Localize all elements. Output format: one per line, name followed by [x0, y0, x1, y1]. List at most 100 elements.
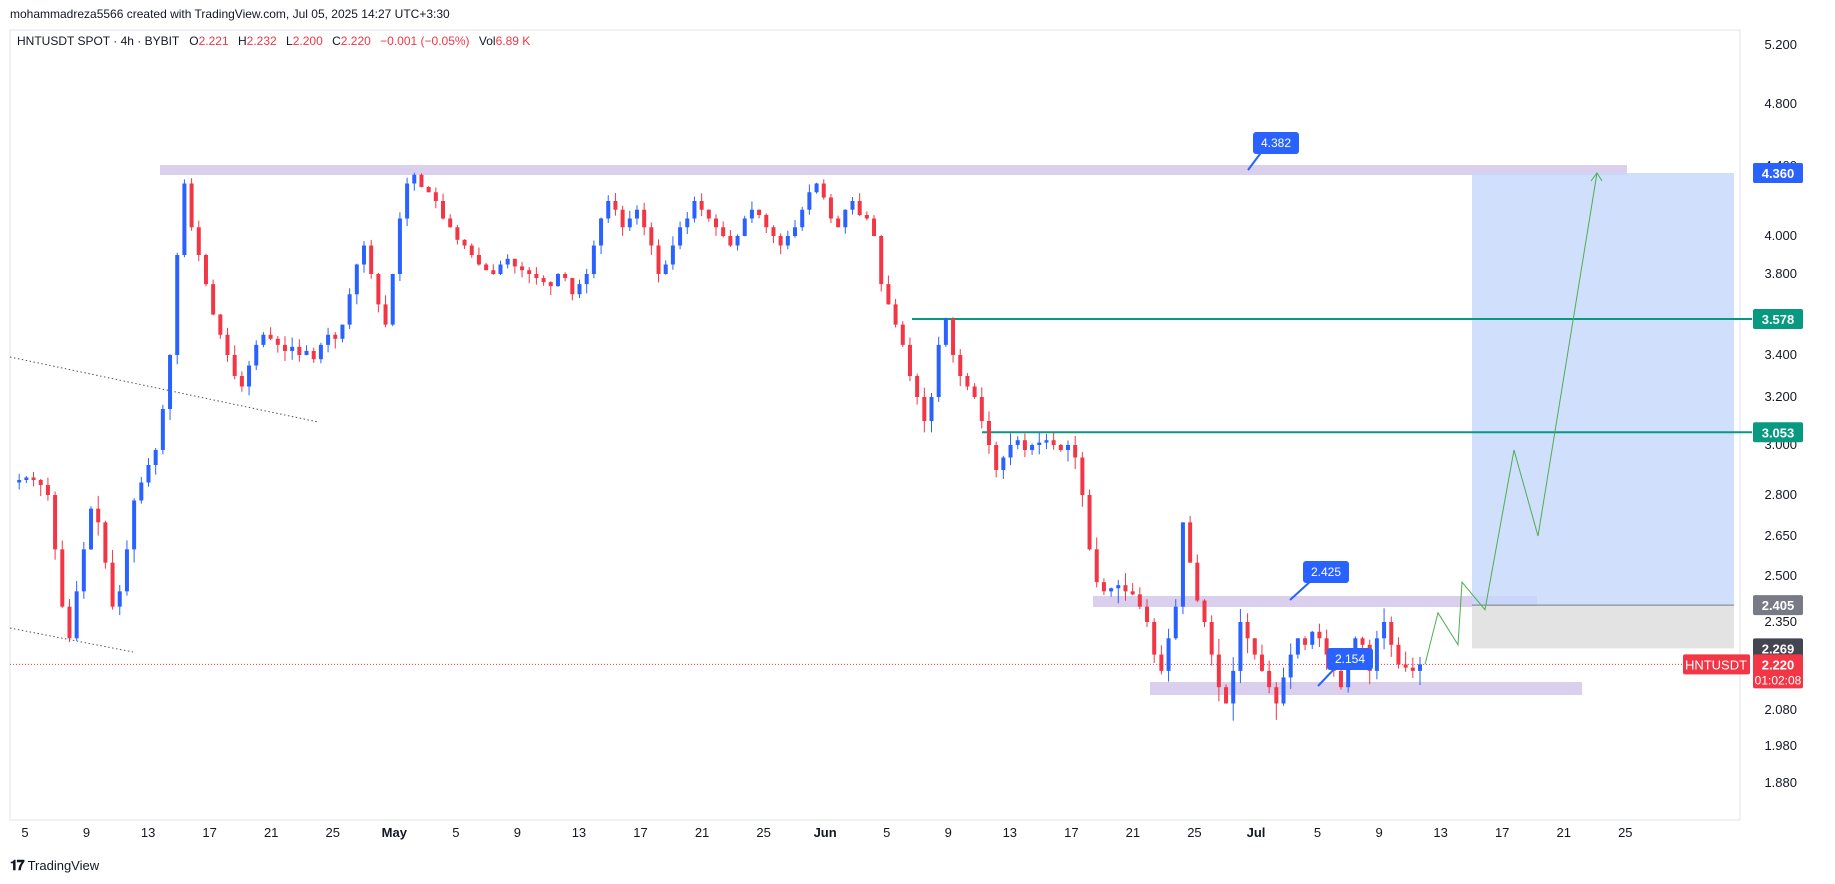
candle-body	[577, 284, 582, 295]
x-tick-label: 25	[326, 825, 340, 840]
x-tick-label: 25	[756, 825, 770, 840]
resistance-zone	[160, 165, 1627, 175]
candle-body	[1109, 588, 1114, 592]
candle-body	[268, 334, 273, 339]
candle-body	[1152, 622, 1157, 655]
candle-body	[426, 187, 431, 193]
y-tick-label: 3.200	[1764, 389, 1797, 404]
candle-body	[1245, 622, 1250, 639]
candle-body	[124, 549, 129, 592]
projection-arrowhead	[1590, 172, 1603, 182]
callout-2154-text: 2.154	[1335, 652, 1365, 666]
candle-body	[642, 209, 647, 228]
candle-body	[311, 350, 316, 360]
symbol-name[interactable]: HNTUSDT SPOT · 4h · BYBIT	[17, 34, 180, 48]
candle-body	[1209, 622, 1214, 655]
x-tick-label: 17	[633, 825, 647, 840]
candle-body	[347, 294, 352, 325]
candle-body	[419, 174, 424, 187]
candle-body	[706, 209, 711, 219]
volume-value: 6.89 K	[495, 34, 531, 48]
price-label-text: 2.269	[1762, 641, 1795, 656]
candle-body	[74, 591, 79, 639]
y-tick-label: 5.200	[1764, 37, 1797, 52]
candle-body	[498, 264, 503, 274]
candle-body	[505, 258, 510, 265]
candle-body	[929, 397, 934, 421]
candle-body	[749, 209, 754, 219]
candle-body	[196, 227, 201, 255]
candle-body	[153, 450, 158, 465]
candle-body	[584, 274, 589, 285]
target-box	[1472, 173, 1734, 606]
tradingview-logo-icon: 𝟏𝟕	[10, 857, 25, 873]
price-label-box	[1753, 654, 1803, 689]
candle-body	[936, 344, 941, 397]
candle-body	[649, 227, 654, 246]
candle-body	[17, 480, 22, 483]
candle-body	[606, 201, 611, 219]
candle-body	[369, 245, 374, 274]
y-tick-label: 1.980	[1764, 738, 1797, 753]
callout-2425-box	[1303, 561, 1349, 583]
candle-body	[828, 197, 833, 219]
series-label-box	[1683, 654, 1750, 675]
x-tick-label: 13	[572, 825, 586, 840]
candle-body	[778, 236, 783, 246]
candle-body	[1066, 445, 1070, 450]
candle-body	[793, 227, 798, 236]
candle-body	[340, 324, 345, 339]
candle-body	[1288, 654, 1293, 678]
candle-body	[512, 258, 517, 267]
candle-body	[146, 465, 151, 483]
candle-body	[24, 477, 29, 480]
candle-body	[1346, 654, 1351, 688]
change-value: −0.001 (−0.05%)	[380, 34, 470, 48]
candle-body	[951, 318, 956, 355]
brand-text: TradingView	[27, 858, 100, 873]
candle-body	[1310, 631, 1315, 645]
price-label-text: 2.405	[1762, 598, 1795, 613]
y-tick-label: 4.800	[1764, 96, 1797, 111]
candle-body	[168, 355, 173, 409]
candle-body	[563, 274, 568, 279]
candle-body	[807, 192, 812, 210]
candle-body	[670, 245, 675, 265]
candle-body	[764, 215, 769, 228]
x-tick-label: Jul	[1247, 825, 1266, 840]
x-tick-label: 13	[1433, 825, 1447, 840]
callout-4382-box	[1253, 132, 1299, 154]
candle-body	[591, 245, 596, 274]
candle-body	[958, 355, 963, 376]
candle-body	[376, 274, 381, 305]
x-tick-label: 25	[1187, 825, 1201, 840]
candle-body	[821, 183, 826, 198]
candle-body	[1238, 622, 1243, 671]
close-label: C	[332, 34, 341, 48]
candle-body	[239, 376, 244, 387]
volume-label: Vol	[478, 34, 496, 48]
candle-body	[1324, 638, 1329, 655]
candle-body	[1418, 664, 1422, 671]
callout-2425-text: 2.425	[1311, 565, 1341, 579]
candle-body	[1080, 457, 1085, 495]
candle-body	[110, 562, 115, 607]
y-tick-label: 2.500	[1764, 568, 1797, 583]
candle-body	[1396, 644, 1401, 665]
candle-body	[907, 344, 912, 376]
x-tick-label: 9	[83, 825, 90, 840]
candle-body	[448, 218, 453, 228]
price-label-text: 3.053	[1762, 425, 1795, 440]
candle-body	[96, 508, 101, 523]
candle-body	[275, 338, 280, 345]
high-value: 2.232	[246, 34, 277, 48]
range-bottom-zone	[1150, 682, 1582, 695]
candle-body	[31, 477, 36, 480]
candle-body	[1180, 522, 1185, 607]
open-value: 2.221	[198, 34, 229, 48]
candle-body	[1015, 440, 1020, 445]
close-value: 2.220	[340, 34, 371, 48]
candle-body	[1051, 440, 1056, 445]
candle-body	[685, 218, 690, 228]
